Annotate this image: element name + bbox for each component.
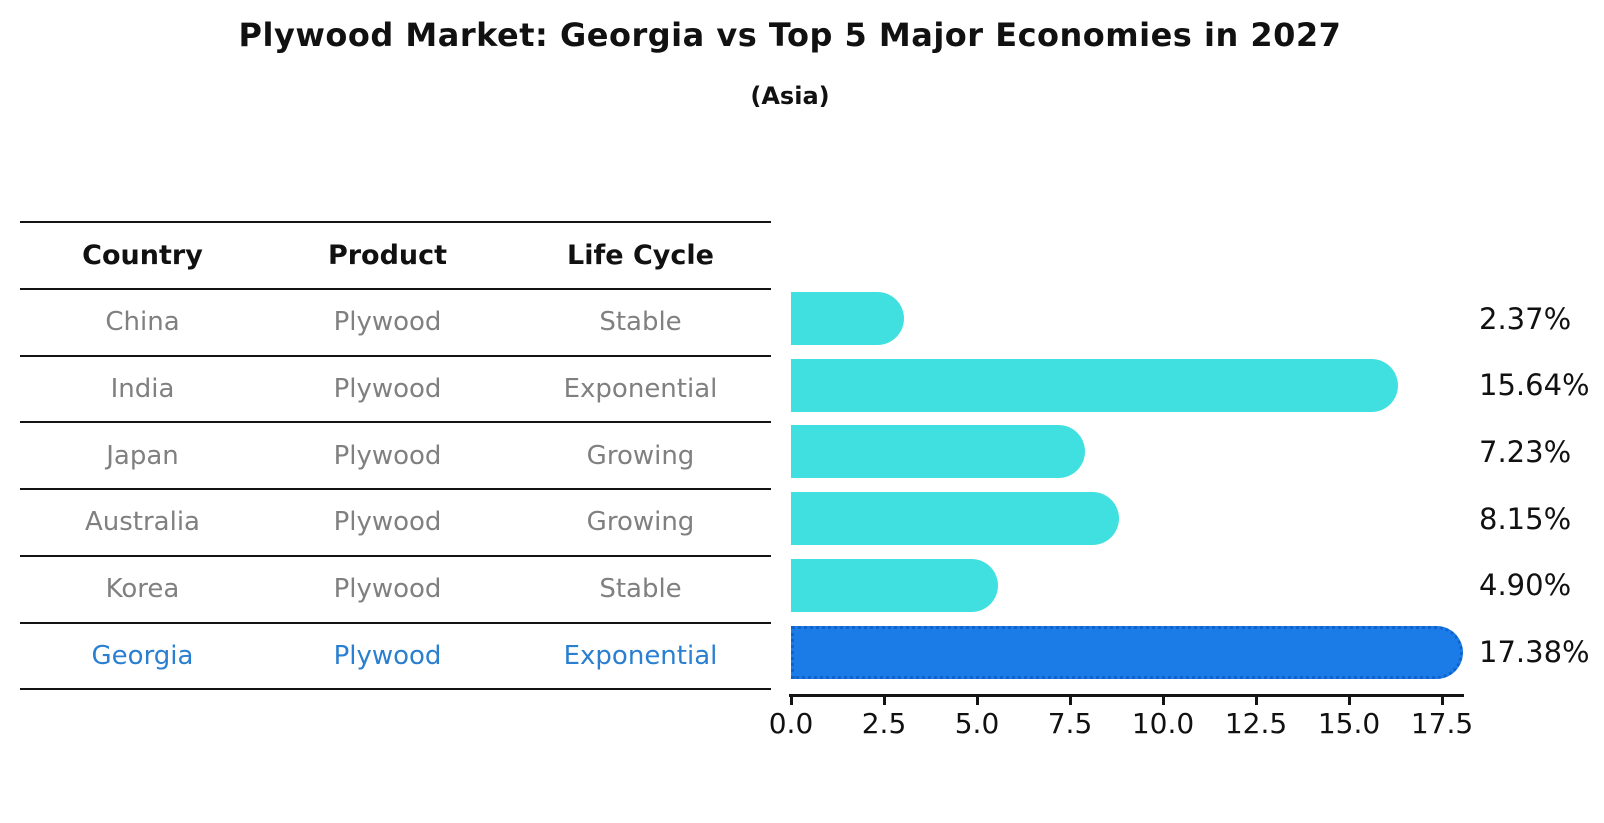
cell-country: Australia xyxy=(84,507,200,538)
table-body: China Plywood Stable India Plywood Exponentia… xyxy=(20,290,771,691)
table-header-row: Country Product Life Cycle xyxy=(20,223,771,290)
cell-country: China xyxy=(105,307,180,338)
cell-country: Korea xyxy=(105,574,180,605)
cell-life-cycle: Stable xyxy=(599,307,682,338)
header-cell-life-cycle: Life Cycle xyxy=(567,240,714,271)
x-axis-tick-label: 0.0 xyxy=(768,707,814,740)
x-axis-tick xyxy=(883,696,886,705)
x-axis-tick-label: 2.5 xyxy=(861,707,907,740)
cell-product: Plywood xyxy=(333,574,442,605)
bar-georgia xyxy=(791,625,1463,679)
header-cell-country: Country xyxy=(82,240,203,271)
x-axis-tick xyxy=(1162,696,1165,705)
table-row-australia: Australia Plywood Growing xyxy=(20,490,771,557)
chart-subtitle: (Asia) xyxy=(750,82,830,110)
x-axis-tick-label: 7.5 xyxy=(1047,707,1093,740)
cell-life-cycle: Exponential xyxy=(563,640,718,671)
x-axis-tick xyxy=(1348,696,1351,705)
bar-value-label: 15.64% xyxy=(1479,368,1590,403)
bar-india xyxy=(791,358,1398,412)
x-axis-tick xyxy=(790,696,793,705)
cell-country: India xyxy=(110,374,175,405)
x-axis-tick-label: 17.5 xyxy=(1410,707,1474,740)
x-axis xyxy=(789,694,1465,697)
x-axis-tick xyxy=(976,696,979,705)
bar-value-label: 7.23% xyxy=(1479,434,1572,469)
bar-korea xyxy=(791,558,999,612)
bar-value-label: 8.15% xyxy=(1479,501,1572,536)
cell-life-cycle: Exponential xyxy=(563,374,718,405)
cell-product: Plywood xyxy=(333,640,442,671)
cell-country: Japan xyxy=(106,440,179,471)
chart-title: Plywood Market: Georgia vs Top 5 Major E… xyxy=(238,16,1342,54)
bar-australia xyxy=(791,492,1120,546)
table-row-china: China Plywood Stable xyxy=(20,290,771,357)
cell-life-cycle: Growing xyxy=(586,440,695,471)
bar-value-label: 4.90% xyxy=(1479,568,1572,603)
table-row-korea: Korea Plywood Stable xyxy=(20,557,771,624)
x-axis-tick-label: 5.0 xyxy=(954,707,1000,740)
cell-product: Plywood xyxy=(333,307,442,338)
cell-product: Plywood xyxy=(333,507,442,538)
x-axis-tick-label: 15.0 xyxy=(1317,707,1381,740)
comparison-table: Country Product Life Cycle China Plywood S… xyxy=(20,221,771,691)
bar-japan xyxy=(791,425,1085,479)
cell-life-cycle: Stable xyxy=(599,574,682,605)
cell-life-cycle: Growing xyxy=(586,507,695,538)
bar-china xyxy=(791,292,905,346)
x-axis-tick-label: 12.5 xyxy=(1224,707,1288,740)
table-row-india: India Plywood Exponential xyxy=(20,357,771,424)
table-row-georgia: Georgia Plywood Exponential xyxy=(20,624,771,691)
x-axis-tick xyxy=(1069,696,1072,705)
header-cell-product: Product xyxy=(327,240,448,271)
cell-product: Plywood xyxy=(333,440,442,471)
cell-product: Plywood xyxy=(333,374,442,405)
bar-value-label: 2.37% xyxy=(1479,301,1572,336)
table-row-japan: Japan Plywood Growing xyxy=(20,423,771,491)
x-axis-tick xyxy=(1255,696,1258,705)
bar-value-label: 17.38% xyxy=(1479,635,1590,670)
x-axis-tick-label: 10.0 xyxy=(1131,707,1195,740)
cell-country: Georgia xyxy=(91,640,194,671)
x-axis-tick xyxy=(1441,696,1444,705)
